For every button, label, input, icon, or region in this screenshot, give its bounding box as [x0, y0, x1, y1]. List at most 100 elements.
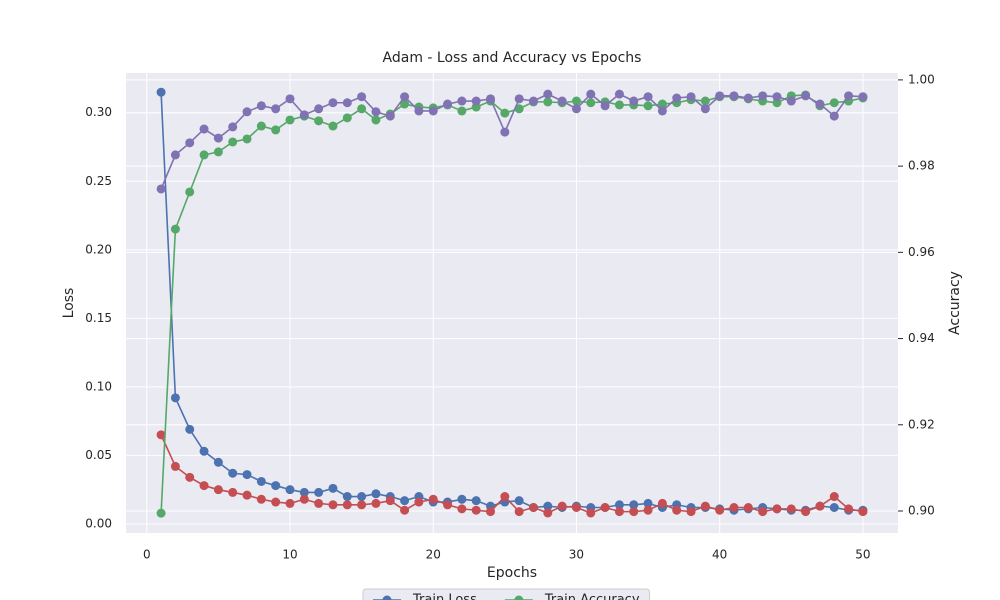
point [170, 224, 180, 234]
point [228, 122, 238, 132]
y2-axis-label: Accuracy [947, 271, 963, 335]
point [400, 496, 410, 506]
point [772, 92, 782, 102]
point [743, 93, 753, 103]
point [457, 494, 467, 504]
y2-tick-label: 0.92 [908, 417, 935, 431]
point [629, 96, 639, 106]
point [614, 89, 624, 99]
point [342, 492, 352, 502]
y2-tick-label: 0.96 [908, 245, 935, 259]
point [586, 89, 596, 99]
point [557, 501, 567, 511]
point [242, 490, 252, 500]
point [342, 113, 352, 123]
point [213, 485, 223, 495]
point [586, 508, 596, 518]
point [528, 96, 538, 106]
point [199, 481, 209, 491]
point [242, 134, 252, 144]
legend-label: Train Loss [412, 593, 477, 600]
point [414, 497, 424, 507]
chart-title: Adam - Loss and Accuracy vs Epochs [383, 50, 642, 66]
point [758, 507, 768, 517]
point [314, 104, 324, 114]
point [199, 124, 209, 134]
point [213, 133, 223, 143]
point [614, 100, 624, 110]
point [170, 393, 180, 403]
point [715, 505, 725, 515]
point [486, 94, 496, 104]
point [643, 498, 653, 508]
legend-box [362, 588, 651, 600]
point [242, 107, 252, 117]
point [400, 92, 410, 102]
point [786, 96, 796, 106]
point [815, 99, 825, 109]
x-tick-label: 40 [712, 548, 727, 562]
point [371, 115, 381, 125]
point [170, 150, 180, 160]
point [729, 91, 739, 101]
point [457, 504, 467, 514]
y2-tick-label: 0.90 [908, 504, 935, 518]
point [256, 494, 266, 504]
x-tick-label: 10 [282, 548, 297, 562]
point [185, 472, 195, 482]
point [342, 500, 352, 510]
point [271, 497, 281, 507]
point [514, 94, 524, 104]
point [199, 150, 209, 160]
y2-tick-label: 1.00 [908, 72, 935, 86]
point [271, 481, 281, 491]
point [815, 501, 825, 511]
point [156, 87, 166, 97]
point [514, 496, 524, 506]
point [185, 424, 195, 434]
y2-tick-label: 0.98 [908, 159, 935, 173]
point [844, 504, 854, 514]
point [299, 494, 309, 504]
point [170, 461, 180, 471]
y-tick-label: 0.00 [85, 516, 112, 530]
point [443, 500, 453, 510]
point [285, 115, 295, 125]
point [829, 98, 839, 108]
point [643, 101, 653, 111]
plot-area [126, 73, 898, 533]
point [772, 504, 782, 514]
point [715, 91, 725, 101]
point [600, 101, 610, 111]
point [543, 501, 553, 511]
point [328, 98, 338, 108]
point [213, 147, 223, 157]
point [858, 92, 868, 102]
point [414, 106, 424, 116]
point [314, 487, 324, 497]
point [314, 116, 324, 126]
point [571, 96, 581, 106]
point [743, 503, 753, 513]
point [371, 489, 381, 499]
point [314, 498, 324, 508]
point [614, 500, 624, 510]
point [156, 508, 166, 518]
y-tick-label: 0.20 [85, 242, 112, 256]
point [629, 507, 639, 517]
y-axis-label: Loss [61, 288, 77, 319]
point [285, 485, 295, 495]
point [156, 184, 166, 194]
x-tick-label: 0 [143, 548, 151, 562]
point [328, 121, 338, 131]
point [543, 97, 553, 107]
point [457, 96, 467, 106]
point [829, 492, 839, 502]
point [242, 470, 252, 480]
point [457, 106, 467, 116]
point [729, 503, 739, 513]
point [371, 498, 381, 508]
point [500, 108, 510, 118]
point [299, 110, 309, 120]
point [557, 96, 567, 106]
